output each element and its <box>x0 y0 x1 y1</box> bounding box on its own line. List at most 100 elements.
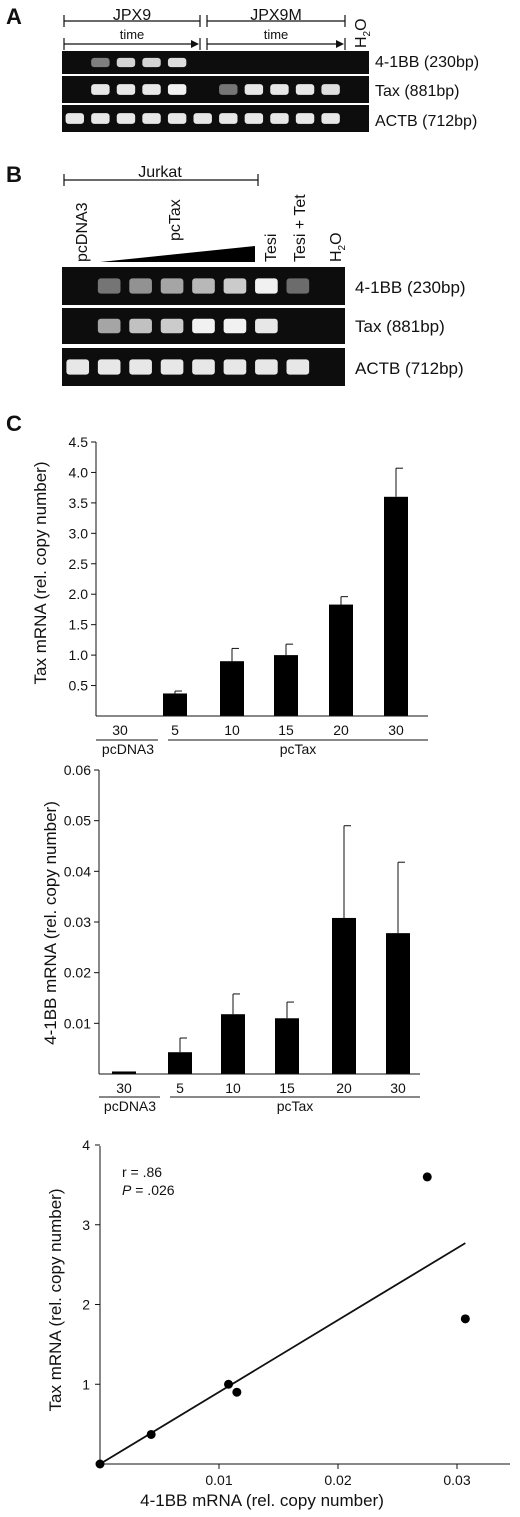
y-tick-label: 0.06 <box>64 762 91 778</box>
y-tick-label: 1 <box>82 1376 90 1392</box>
chart-tax-group-pcdna3: pcDNA3 <box>102 741 154 757</box>
y-tick-label: 0.01 <box>64 1015 91 1031</box>
time-arrow-head <box>336 40 344 48</box>
chart-tax-ticks: 0.5 1.0 1.5 2.0 2.5 3.0 3.5 4.0 4.5 <box>69 434 96 694</box>
bar <box>168 1052 192 1074</box>
chart-tax-mrna: Tax mRNA (rel. copy number) 0.5 1.0 1.5 2.0… <box>31 434 428 757</box>
gel-band <box>129 318 152 334</box>
y-tick-label: 3 <box>82 1217 90 1233</box>
gel-band <box>129 359 152 375</box>
chart-41bb-bars <box>112 825 410 1074</box>
chart-41bb-categories: 30 5 10 15 20 30 <box>116 1080 406 1096</box>
scatter-p-stat: P = .026 <box>122 1182 175 1198</box>
scatter-point <box>95 1459 105 1469</box>
chart-tax-categories: 30 5 10 15 20 30 <box>112 722 404 738</box>
gel-band <box>223 318 247 334</box>
panel-b-letter: B <box>6 162 22 187</box>
lane-label-pctax: pcTax <box>167 199 184 241</box>
group-brackets <box>63 15 346 50</box>
gel-band <box>160 359 184 375</box>
gel-band <box>270 113 289 124</box>
gel-band <box>223 359 247 375</box>
bar <box>221 1014 245 1074</box>
x-tick-label: 0.03 <box>443 1472 470 1488</box>
gel-band <box>160 278 184 294</box>
gel-band <box>192 359 215 375</box>
panel-a: A JPX9 JPX9M time time H2O 4-1BB (230bp)… <box>6 4 479 132</box>
category-label: 5 <box>171 722 179 738</box>
gel-band <box>142 113 161 124</box>
chart-tax-bars <box>163 467 408 716</box>
scatter-point <box>232 1387 242 1397</box>
lane-label-tesi-tet: Tesi + Tet <box>292 194 309 262</box>
y-tick-label: 2 <box>82 1297 90 1313</box>
x-tick-label: 0.02 <box>324 1472 351 1488</box>
chart-41bb-x-axis <box>99 1073 420 1098</box>
gel-band <box>116 113 136 124</box>
gel-band <box>65 113 85 124</box>
bar <box>332 917 356 1074</box>
bar <box>112 1071 136 1074</box>
scatter-ylabel: Tax mRNA (rel. copy number) <box>46 1189 65 1412</box>
gel-band <box>167 57 187 68</box>
category-label: 20 <box>336 1080 352 1096</box>
band-label-actb: ACTB (712bp) <box>375 113 477 130</box>
gel-band <box>116 84 136 95</box>
dose-wedge <box>100 246 255 262</box>
y-tick-label: 0.05 <box>64 813 91 829</box>
gel-band <box>244 113 264 124</box>
gel-band <box>97 359 121 375</box>
gel-band <box>116 57 136 68</box>
y-tick-label: 2.0 <box>69 586 89 602</box>
gel-row <box>62 51 369 74</box>
water-label: H2O <box>353 18 373 48</box>
category-label: 15 <box>278 722 294 738</box>
band-label-4-1bb-b: 4-1BB (230bp) <box>355 278 466 297</box>
category-label: 10 <box>225 1080 241 1096</box>
category-label: 10 <box>224 722 240 738</box>
gel-band <box>192 318 215 334</box>
chart-scatter: Tax mRNA (rel. copy number) 4-1BB mRNA (… <box>46 1137 510 1510</box>
lane-label-water: H2O <box>328 232 348 262</box>
gel-band <box>270 84 289 95</box>
scatter-xlabel: 4-1BB mRNA (rel. copy number) <box>140 1491 384 1510</box>
chart-41bb-group-pctax: pcTax <box>277 1098 314 1114</box>
gel-band <box>97 278 121 294</box>
gel-row <box>62 105 369 132</box>
panel-b: B Jurkat pcDNA3 pcTax Tesi Tesi + Tet H2… <box>6 162 466 386</box>
band-label-4-1bb: 4-1BB (230bp) <box>375 54 479 71</box>
gel-band <box>91 84 110 95</box>
gel-a <box>62 51 369 132</box>
gel-band <box>129 278 152 294</box>
band-label-tax: Tax (881bp) <box>375 83 460 100</box>
gel-band <box>321 84 340 95</box>
y-tick-label: 3.0 <box>69 525 89 541</box>
bar <box>163 693 187 716</box>
category-label: 5 <box>176 1080 184 1096</box>
gel-band <box>167 84 187 95</box>
gel-band <box>192 278 215 294</box>
chart-tax-group-pctax: pcTax <box>280 741 317 757</box>
gel-band <box>244 84 264 95</box>
scatter-ticks: 0.01 0.02 0.03 1 2 3 4 <box>82 1137 471 1488</box>
y-tick-label: 0.03 <box>64 914 91 930</box>
group-label-jpx9: JPX9 <box>113 7 151 24</box>
gel-band <box>167 113 187 124</box>
gel-band <box>255 278 278 294</box>
category-label: 30 <box>390 1080 406 1096</box>
panel-a-letter: A <box>6 4 22 29</box>
y-tick-label: 4 <box>82 1137 90 1153</box>
x-tick-label: 0.01 <box>205 1472 232 1488</box>
scatter-points <box>95 1172 470 1469</box>
time-arrows <box>191 40 344 48</box>
chart-41bb-ticks: 0.01 0.02 0.03 0.04 0.05 0.06 <box>64 762 99 1031</box>
bar <box>275 1018 299 1074</box>
bar <box>386 933 410 1074</box>
lane-label-tesi: Tesi <box>263 234 280 262</box>
chart-41bb-ylabel: 4-1BB mRNA (rel. copy number) <box>41 801 60 1045</box>
chart-41bb-group-pcdna3: pcDNA3 <box>104 1098 156 1114</box>
gel-band <box>286 278 310 294</box>
bar <box>220 661 244 716</box>
scatter-fit-line <box>99 1242 466 1465</box>
bar <box>384 496 408 716</box>
